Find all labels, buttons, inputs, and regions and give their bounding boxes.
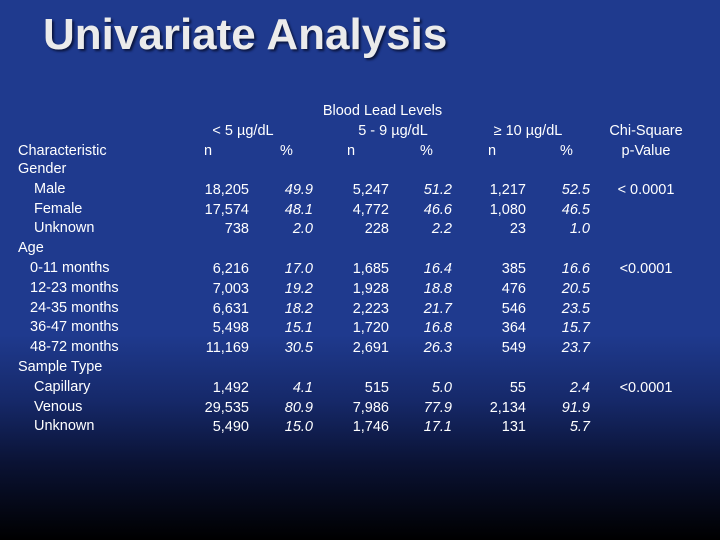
cell-5to9-n: 4,772 (352, 201, 389, 218)
cell-5to9-n: 1,685 (352, 261, 389, 277)
cell-lt5-n: 29,535 (204, 399, 249, 416)
cell-lt5-n: 6,631 (212, 300, 249, 317)
row-group-label: Gender (18, 161, 67, 177)
cell-lt5-pct: 19.2 (284, 280, 313, 297)
cell-5to9-pct: 46.6 (423, 201, 452, 218)
cell-ge10-pct: 5.7 (569, 419, 590, 436)
cell-lt5-n: 6,216 (212, 261, 249, 277)
header-col3-range: ≥ 10 µg/dL (493, 123, 563, 139)
cell-5to9-pct: 2.2 (431, 221, 452, 238)
cell-5to9-n: 515 (364, 379, 389, 396)
cell-lt5-n: 5,498 (212, 320, 249, 337)
cell-ge10-pct: 23.5 (561, 300, 590, 317)
row-label: Male (34, 180, 66, 197)
cell-lt5-pct: 17.0 (284, 261, 313, 277)
cell-ge10-n: 476 (501, 280, 526, 297)
row-label: Unknown (34, 418, 95, 435)
cell-ge10-n: 55 (509, 379, 526, 396)
cell-5to9-pct: 21.7 (423, 300, 452, 317)
cell-p-value: <0.0001 (619, 261, 673, 277)
header-col3-n: n (488, 143, 497, 159)
cell-5to9-n: 2,223 (352, 300, 389, 317)
cell-5to9-pct: 16.4 (423, 261, 452, 277)
cell-ge10-pct: 91.9 (561, 399, 590, 416)
cell-lt5-n: 5,490 (212, 419, 249, 436)
cell-lt5-n: 1,492 (212, 379, 249, 396)
header-col2-range: 5 - 9 µg/dL (358, 123, 428, 139)
cell-5to9-n: 228 (364, 221, 389, 238)
cell-p-value: <0.0001 (619, 379, 673, 396)
cell-ge10-n: 1,080 (489, 201, 526, 218)
header-chi-square: Chi-Square (609, 123, 683, 139)
cell-5to9-pct: 17.1 (423, 419, 452, 436)
cell-ge10-pct: 2.4 (569, 379, 590, 396)
slide-title: Univariate Analysis (43, 10, 448, 59)
row-label: 36-47 months (30, 319, 119, 336)
cell-5to9-n: 1,720 (352, 320, 389, 337)
cell-lt5-pct: 30.5 (284, 340, 313, 357)
cell-lt5-n: 18,205 (204, 181, 249, 198)
cell-ge10-pct: 15.7 (561, 320, 590, 337)
cell-ge10-n: 364 (501, 320, 526, 337)
header-blood-lead-levels: Blood Lead Levels (322, 103, 443, 119)
row-label: Capillary (34, 378, 91, 395)
cell-ge10-pct: 52.5 (561, 181, 590, 198)
row-label: 12-23 months (30, 279, 119, 296)
row-group-label: Age (18, 240, 44, 257)
cell-5to9-pct: 26.3 (423, 340, 452, 357)
header-col1-n: n (204, 143, 213, 159)
cell-p-value: < 0.0001 (617, 181, 675, 198)
cell-ge10-pct: 20.5 (561, 280, 590, 297)
cell-5to9-pct: 16.8 (423, 320, 452, 337)
header-characteristic: Characteristic (18, 143, 107, 159)
cell-5to9-n: 1,746 (352, 419, 389, 436)
cell-5to9-pct: 51.2 (423, 181, 452, 198)
row-label: 24-35 months (30, 299, 119, 316)
cell-lt5-n: 738 (224, 221, 249, 238)
cell-ge10-n: 131 (501, 419, 526, 436)
row-group-label: Sample Type (18, 359, 103, 375)
header-col2-n: n (347, 143, 356, 159)
header-col3-pct: % (560, 143, 573, 159)
cell-ge10-pct: 23.7 (561, 340, 590, 357)
cell-ge10-n: 549 (501, 340, 526, 357)
cell-lt5-pct: 15.0 (284, 419, 313, 436)
cell-5to9-pct: 5.0 (431, 379, 452, 396)
cell-lt5-pct: 80.9 (284, 399, 313, 416)
cell-ge10-pct: 46.5 (561, 201, 590, 218)
cell-lt5-pct: 4.1 (292, 379, 313, 396)
cell-lt5-pct: 2.0 (292, 221, 313, 238)
cell-ge10-n: 1,217 (489, 181, 526, 198)
cell-lt5-pct: 49.9 (284, 181, 313, 198)
cell-5to9-n: 7,986 (352, 399, 389, 416)
header-p-value: p-Value (621, 143, 671, 159)
row-label: Female (34, 200, 83, 217)
cell-ge10-n: 385 (501, 261, 526, 277)
cell-ge10-pct: 1.0 (569, 221, 590, 238)
cell-5to9-pct: 77.9 (423, 399, 452, 416)
cell-lt5-n: 11,169 (205, 340, 249, 357)
cell-ge10-pct: 16.6 (561, 261, 590, 277)
header-col1-pct: % (280, 143, 293, 159)
header-col2-pct: % (420, 143, 433, 159)
cell-ge10-n: 546 (501, 300, 526, 317)
cell-lt5-pct: 48.1 (284, 201, 313, 218)
header-col1-range: < 5 µg/dL (212, 123, 274, 139)
cell-lt5-pct: 18.2 (284, 300, 313, 317)
cell-5to9-pct: 18.8 (423, 280, 452, 297)
cell-5to9-n: 2,691 (352, 340, 389, 357)
cell-5to9-n: 1,928 (352, 280, 389, 297)
cell-lt5-n: 7,003 (212, 280, 249, 297)
row-label: Unknown (34, 220, 95, 237)
cell-ge10-n: 23 (509, 221, 526, 238)
cell-lt5-n: 17,574 (204, 201, 249, 218)
cell-5to9-n: 5,247 (352, 181, 389, 198)
cell-lt5-pct: 15.1 (284, 320, 313, 337)
row-label: 48-72 months (30, 339, 119, 356)
cell-ge10-n: 2,134 (489, 399, 526, 416)
row-label: Venous (34, 398, 83, 415)
row-label: 0-11 months (30, 260, 110, 276)
